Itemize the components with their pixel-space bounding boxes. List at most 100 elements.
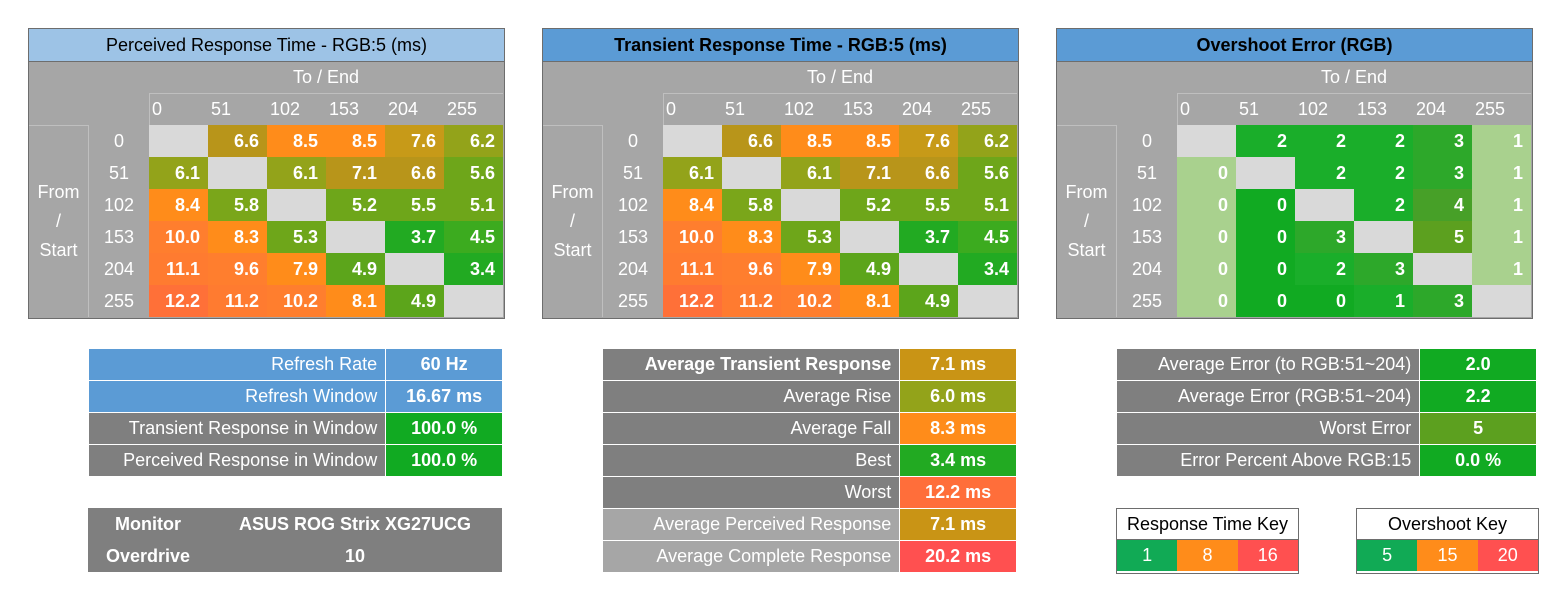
heatmap-cell: 6.6 bbox=[722, 125, 781, 157]
heatmap-cell: 5.6 bbox=[958, 157, 1017, 189]
from-start-label: From / Start bbox=[543, 125, 603, 317]
stat-label: Worst Error bbox=[1115, 412, 1421, 445]
heatmap-cell: 8.3 bbox=[722, 221, 781, 253]
column-header: 153 bbox=[843, 98, 874, 119]
row-header: 153 bbox=[617, 226, 649, 247]
column-header: 204 bbox=[388, 98, 419, 119]
stat-value: 2.2 bbox=[1419, 380, 1537, 413]
row-header: 204 bbox=[103, 258, 135, 279]
heatmap-cell: 5.2 bbox=[326, 189, 385, 221]
heatmap-cell: 10.0 bbox=[663, 221, 722, 253]
heatmap-cell: 3 bbox=[1413, 157, 1472, 189]
heatmap-cell: 5.6 bbox=[444, 157, 503, 189]
stat-label: Average Perceived Response bbox=[601, 508, 901, 541]
stat-value: 5 bbox=[1419, 412, 1537, 445]
heatmap-cell: 11.2 bbox=[722, 285, 781, 317]
header-corner bbox=[29, 62, 150, 125]
key-swatch: 15 bbox=[1417, 540, 1478, 571]
heatmap-cell: 8.5 bbox=[326, 125, 385, 157]
heatmap-cell: 0 bbox=[1177, 285, 1236, 317]
diagonal-cell bbox=[1472, 285, 1531, 317]
column-header: 51 bbox=[725, 98, 746, 119]
heatmap-cell: 10.0 bbox=[149, 221, 208, 253]
heatmap-cell: 3 bbox=[1354, 253, 1413, 285]
stat-label: Best bbox=[601, 444, 901, 477]
diagonal-cell bbox=[444, 285, 503, 317]
key-title: Response Time Key bbox=[1117, 509, 1298, 540]
stat-value: 60 Hz bbox=[385, 348, 503, 381]
heatmap-cell: 3.7 bbox=[899, 221, 958, 253]
stat-value: 8.3 ms bbox=[899, 412, 1017, 445]
diagonal-cell bbox=[208, 157, 267, 189]
column-header: 0 bbox=[152, 98, 163, 119]
key-swatch: 20 bbox=[1477, 540, 1538, 571]
row-header: 0 bbox=[1141, 130, 1152, 151]
heatmap-cell: 0 bbox=[1236, 285, 1295, 317]
row-header: 51 bbox=[108, 162, 130, 183]
heatmap-cell: 6.1 bbox=[149, 157, 208, 189]
stat-label: Perceived Response in Window bbox=[87, 444, 387, 477]
diagonal-cell bbox=[326, 221, 385, 253]
heatmap-cell: 11.1 bbox=[663, 253, 722, 285]
stat-row: Transient Response in Window 100.0 % bbox=[87, 412, 503, 445]
heatmap-cell: 2 bbox=[1295, 253, 1354, 285]
column-header: 153 bbox=[329, 98, 360, 119]
row-header: 102 bbox=[103, 194, 135, 215]
stat-value: 7.1 ms bbox=[899, 348, 1017, 381]
row-header: 255 bbox=[617, 290, 649, 311]
heatmap-cell: 6.1 bbox=[663, 157, 722, 189]
row-header: 102 bbox=[1131, 194, 1163, 215]
heatmap-cell: 7.6 bbox=[899, 125, 958, 157]
errors-table: Average Error (to RGB:51~204) 2.0 Average … bbox=[1115, 348, 1537, 477]
heatmap-cell: 4.5 bbox=[958, 221, 1017, 253]
row-header: 153 bbox=[1131, 226, 1163, 247]
column-header: 204 bbox=[1416, 98, 1447, 119]
heatmap-cell: 2 bbox=[1295, 125, 1354, 157]
stat-row: Best 3.4 ms bbox=[601, 444, 1017, 477]
heatmap-cell: 5.8 bbox=[208, 189, 267, 221]
heatmap-cell: 6.2 bbox=[444, 125, 503, 157]
diagonal-cell bbox=[781, 189, 840, 221]
key-swatch: 8 bbox=[1177, 540, 1238, 571]
heatmap-cell: 7.9 bbox=[781, 253, 840, 285]
row-header: 204 bbox=[617, 258, 649, 279]
stat-label: Transient Response in Window bbox=[87, 412, 387, 445]
diagonal-cell bbox=[840, 221, 899, 253]
heatmap-cell: 8.5 bbox=[267, 125, 326, 157]
stat-row: Average Transient Response 7.1 ms bbox=[601, 348, 1017, 381]
stat-label: Error Percent Above RGB:15 bbox=[1115, 444, 1421, 477]
heatmap-cell: 11.2 bbox=[208, 285, 267, 317]
stat-row: Perceived Response in Window 100.0 % bbox=[87, 444, 503, 477]
heatmap-cell: 0 bbox=[1236, 253, 1295, 285]
row-header: 102 bbox=[617, 194, 649, 215]
column-header: 102 bbox=[784, 98, 815, 119]
refresh-table: Refresh Rate 60 Hz Refresh Window 16.67 ms T… bbox=[87, 348, 503, 477]
heatmap-cell: 3 bbox=[1413, 125, 1472, 157]
diagonal-cell bbox=[899, 253, 958, 285]
monitor-label: Monitor bbox=[115, 513, 181, 534]
matrix-title: Overshoot Error (RGB) bbox=[1057, 29, 1532, 62]
stat-value: 2.0 bbox=[1419, 348, 1537, 381]
from-start-label: From / Start bbox=[1057, 125, 1117, 317]
column-header: 0 bbox=[1180, 98, 1191, 119]
heatmap-cell: 6.6 bbox=[385, 157, 444, 189]
diagonal-cell bbox=[1354, 221, 1413, 253]
heatmap-cell: 3.7 bbox=[385, 221, 444, 253]
heatmap-cell: 8.1 bbox=[840, 285, 899, 317]
heatmap-cell: 5.1 bbox=[444, 189, 503, 221]
stat-value: 16.67 ms bbox=[385, 380, 503, 413]
heatmap-cell: 1 bbox=[1472, 189, 1531, 221]
overdrive-label: Overdrive bbox=[105, 545, 191, 566]
column-header: 153 bbox=[1357, 98, 1388, 119]
overshoot-key: Overshoot Key 5 15 20 bbox=[1356, 508, 1539, 574]
row-header: 255 bbox=[103, 290, 135, 311]
heatmap-cell: 2 bbox=[1354, 189, 1413, 221]
stat-value: 12.2 ms bbox=[899, 476, 1017, 509]
heatmap-cell: 1 bbox=[1472, 221, 1531, 253]
heatmap-cell: 8.5 bbox=[781, 125, 840, 157]
heatmap-cell: 5 bbox=[1413, 221, 1472, 253]
heatmap-cell: 0 bbox=[1236, 189, 1295, 221]
heatmap-cell: 0 bbox=[1236, 221, 1295, 253]
heatmap-cell: 9.6 bbox=[208, 253, 267, 285]
perceived-response-matrix: Perceived Response Time - RGB:5 (ms) To … bbox=[28, 28, 505, 319]
